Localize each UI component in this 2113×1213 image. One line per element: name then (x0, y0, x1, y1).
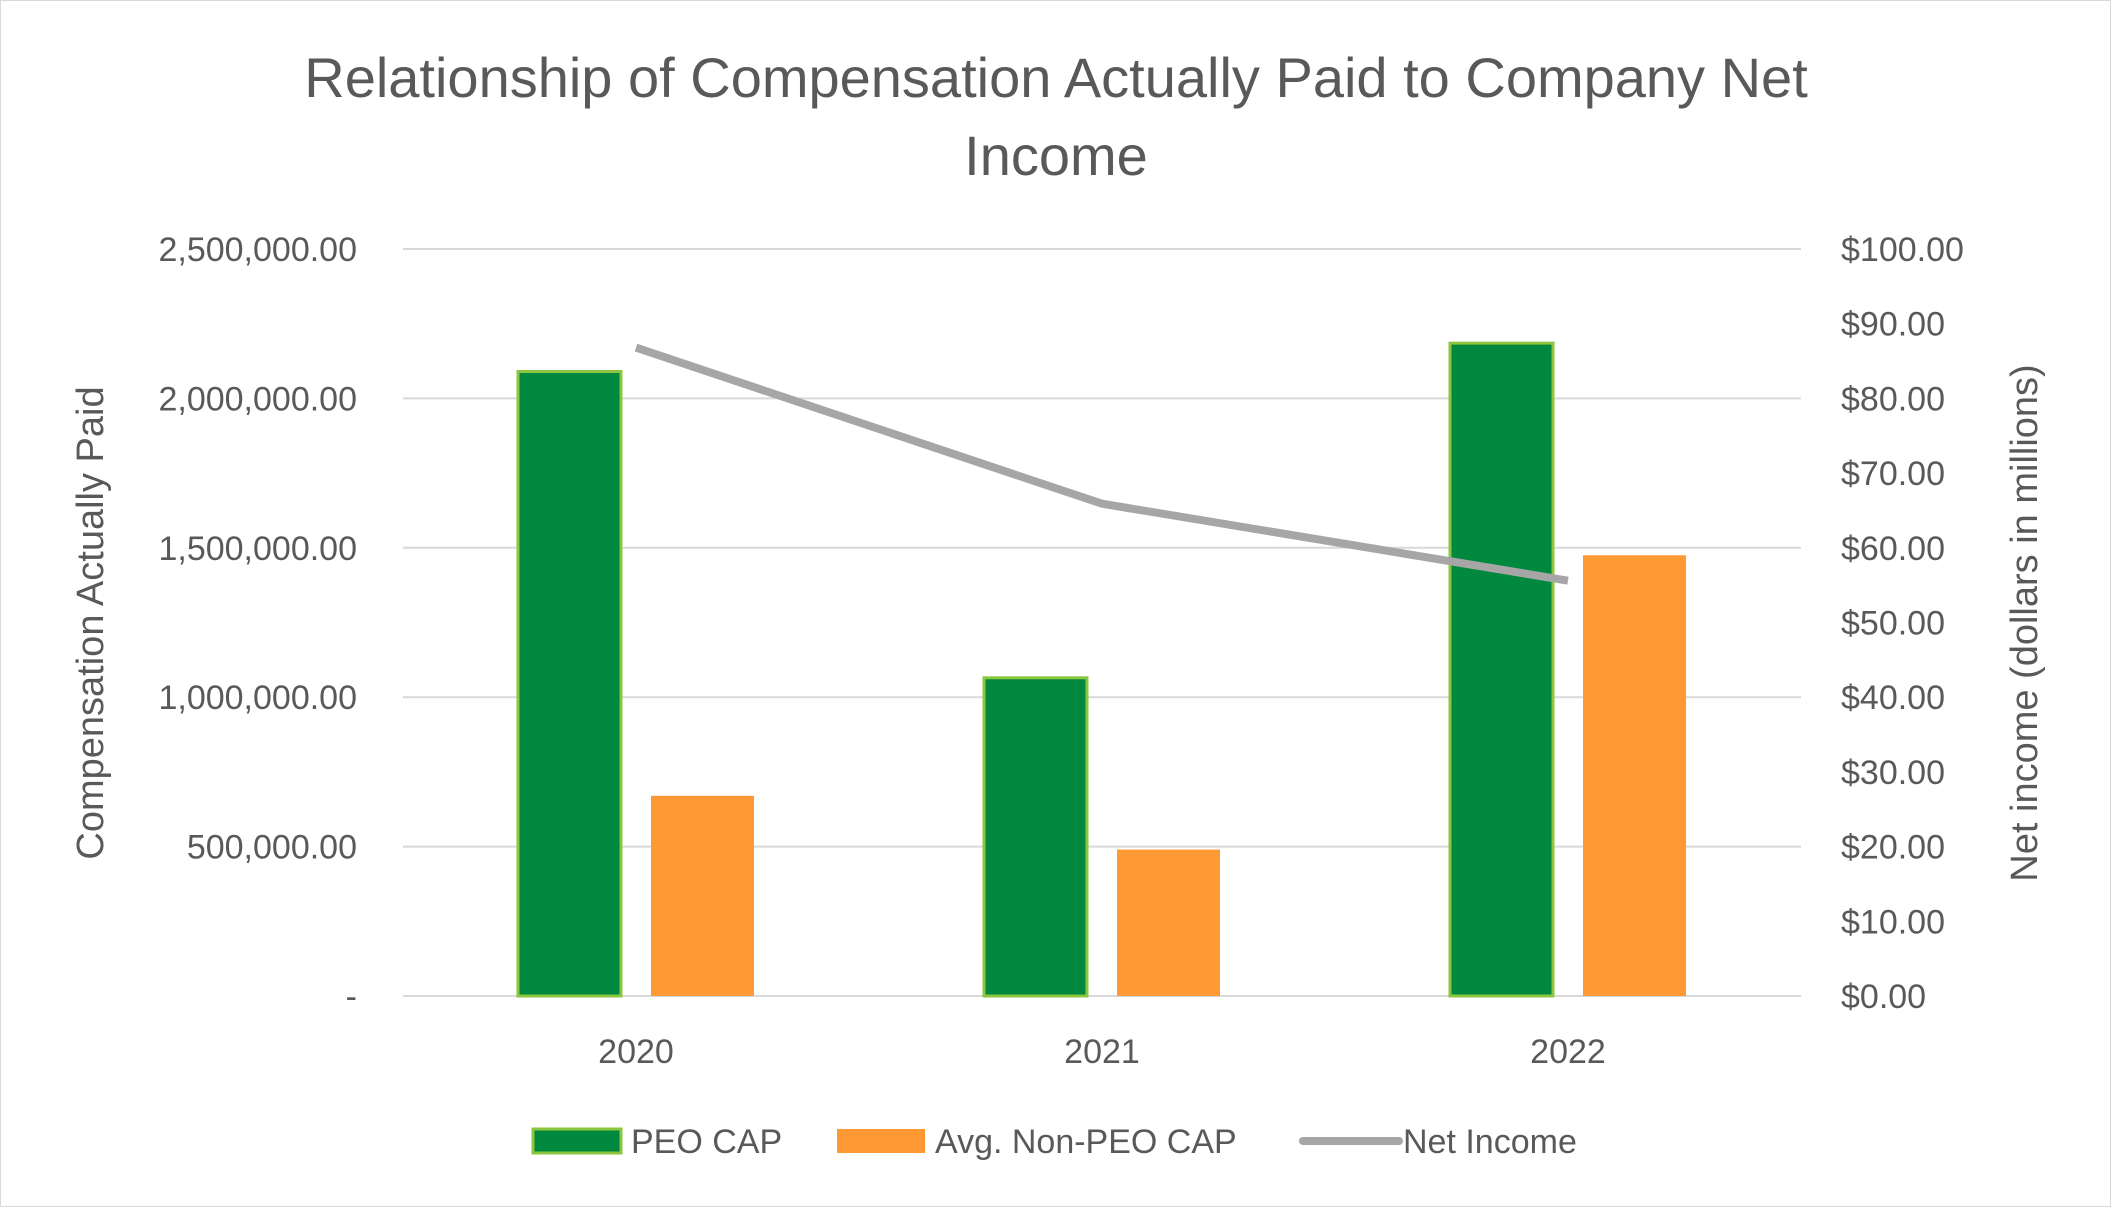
y2-axis-title: Net income (dollars in millions) (2004, 364, 2046, 881)
y2-tick-label: $10.00 (1841, 903, 1945, 941)
legend-label-net-income: Net Income (1403, 1123, 1577, 1161)
y2-tick-label: $50.00 (1841, 605, 1945, 643)
bar-avg-non-peo-cap-2020 (651, 795, 754, 996)
y2-tick-label: $60.00 (1841, 530, 1945, 568)
y-tick-label: 1,000,000.00 (158, 679, 357, 717)
y-tick-label: 2,500,000.00 (158, 231, 357, 269)
gridlines (403, 248, 1801, 997)
y-tick-label: 500,000.00 (187, 829, 357, 867)
y2-tick-label: $0.00 (1841, 978, 1926, 1016)
y-tick-label: 1,500,000.00 (158, 530, 357, 568)
y-tick-label: - (346, 978, 357, 1016)
legend-label-avg-non-peo-cap: Avg. Non-PEO CAP (935, 1123, 1237, 1161)
y2-tick-label: $100.00 (1841, 231, 1964, 269)
bar-peo-cap-2021 (982, 676, 1089, 998)
y2-tick-label: $80.00 (1841, 380, 1945, 418)
x-axis-ticks: 2020 2021 2022 (598, 1033, 1606, 1071)
bars-group (516, 341, 1686, 998)
legend-label-peo-cap: PEO CAP (631, 1123, 782, 1161)
y2-tick-label: $20.00 (1841, 829, 1945, 867)
y2-tick-label: $90.00 (1841, 306, 1945, 344)
x-tick-label: 2020 (598, 1033, 674, 1071)
bar-peo-cap-2022 (1448, 341, 1555, 998)
y2-tick-label: $70.00 (1841, 455, 1945, 493)
legend-swatch-avg-non-peo-cap (837, 1129, 925, 1153)
legend-swatch-peo-cap (531, 1127, 623, 1155)
y-tick-label: 2,000,000.00 (158, 380, 357, 418)
right-axis-ticks: $0.00 $10.00 $20.00 $30.00 $40.00 $50.00 $60.0… (1841, 231, 1964, 1016)
chart-title-line1: Relationship of Compensation Actually Pa… (304, 46, 1808, 109)
bar-avg-non-peo-cap-2021 (1117, 849, 1220, 996)
left-axis-ticks: - 500,000.00 1,000,000.00 1,500,000.00 2,000… (158, 231, 357, 1016)
y-axis-title: Compensation Actually Paid (70, 386, 112, 859)
chart-title-line2: Income (964, 124, 1148, 187)
net-income-line (634, 343, 1569, 585)
x-tick-label: 2022 (1530, 1033, 1606, 1071)
y2-tick-label: $30.00 (1841, 754, 1945, 792)
x-tick-label: 2021 (1064, 1033, 1140, 1071)
bar-avg-non-peo-cap-2022 (1583, 555, 1686, 996)
legend: PEO CAP Avg. Non-PEO CAP Net Income (531, 1123, 1577, 1161)
bar-peo-cap-2020 (516, 370, 623, 998)
y2-tick-label: $40.00 (1841, 679, 1945, 717)
net-income-line-group (634, 343, 1569, 585)
